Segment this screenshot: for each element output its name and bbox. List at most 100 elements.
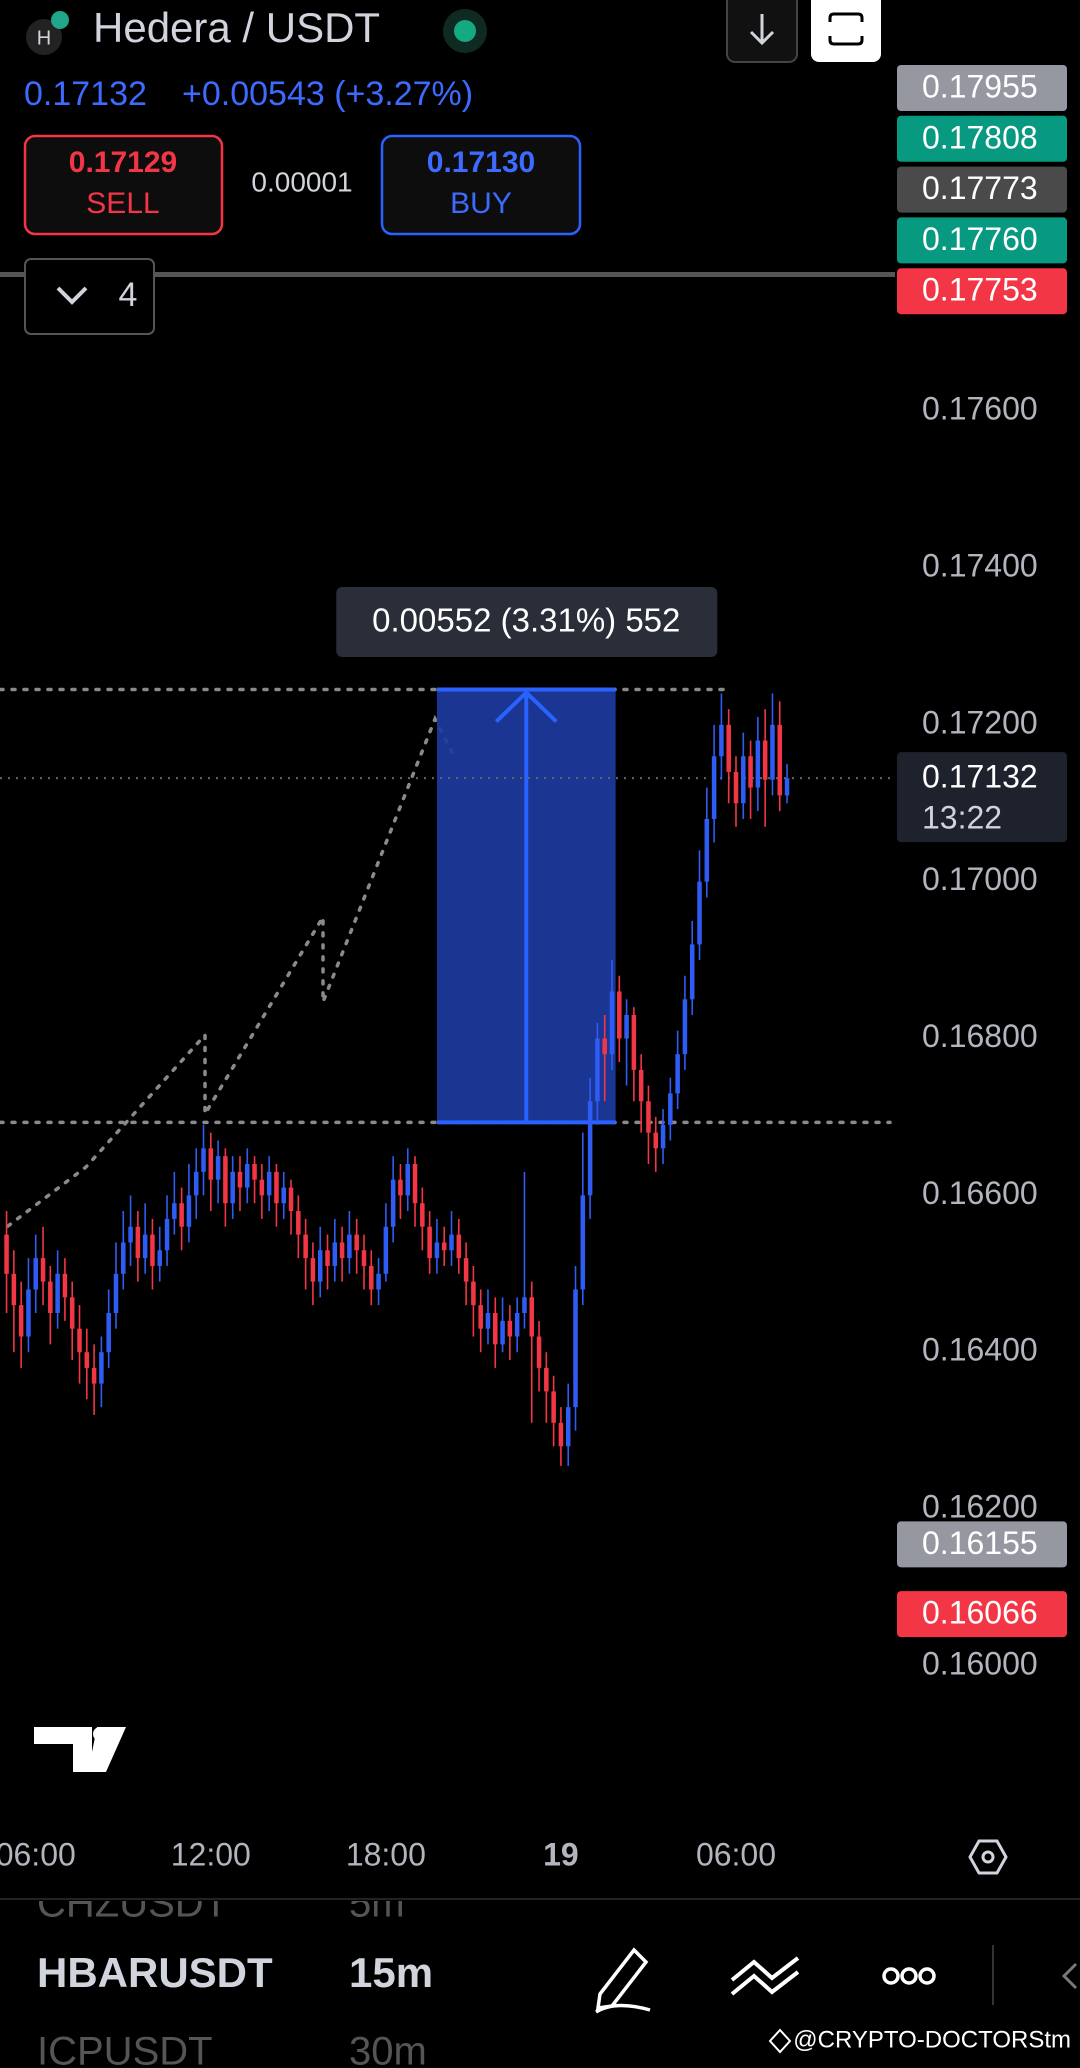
candle-body <box>420 1203 425 1227</box>
candle-body <box>668 1093 673 1125</box>
buy-button[interactable] <box>380 134 582 236</box>
candle-body <box>376 1273 381 1290</box>
symbol[interactable]: ICPUSDT <box>37 2030 213 2068</box>
buy-label: BUY <box>450 187 512 220</box>
candle-body <box>456 1234 462 1259</box>
candle-body <box>193 1171 199 1196</box>
candle-body <box>762 740 768 780</box>
price-label: 0.16066 <box>922 1595 1038 1631</box>
settings-button[interactable] <box>968 1839 1008 1875</box>
price-label: 0.17955 <box>922 68 1038 104</box>
candle-body <box>62 1273 68 1298</box>
last-price-label: 0.17132 <box>922 759 1038 795</box>
candle-body <box>434 1242 440 1259</box>
sell-price: 0.17129 <box>69 146 177 179</box>
collapse-icon[interactable] <box>1061 1962 1078 1990</box>
candle-body <box>390 1179 396 1227</box>
wave-drawing[interactable] <box>6 714 457 1228</box>
symbol[interactable]: HBARUSDT <box>37 1949 273 1996</box>
candle-body <box>128 1226 133 1243</box>
candle-body <box>733 771 739 804</box>
status-dot <box>454 20 476 42</box>
candle-body <box>245 1164 250 1188</box>
candle-body <box>507 1320 513 1337</box>
candle-body <box>587 1101 593 1196</box>
candle-body <box>565 1407 571 1447</box>
measure-label: 0.00552 (3.31%) 552 <box>372 602 680 639</box>
candle-body <box>580 1195 586 1290</box>
candle-body <box>347 1234 352 1259</box>
candle-body <box>412 1164 418 1204</box>
chevron-icon <box>56 286 88 305</box>
fullscreen-button[interactable] <box>811 0 881 62</box>
candle-body <box>726 724 731 772</box>
watermark-icon <box>768 2028 792 2054</box>
spread: 0.00001 <box>251 166 352 197</box>
price-change: +0.00543 (+3.27%) <box>182 75 473 113</box>
candle-body <box>741 756 746 804</box>
x-tick-label: 06:00 <box>696 1836 776 1872</box>
candle-body <box>121 1242 126 1274</box>
candle-body <box>84 1352 90 1368</box>
plot-area: 0.00552 (3.31%) 552 <box>0 587 895 1466</box>
price-label-box <box>897 65 1067 111</box>
candle-body <box>77 1328 82 1353</box>
candle-body <box>398 1179 403 1196</box>
more-icon[interactable] <box>882 1967 936 1985</box>
toolbar-divider <box>992 1945 994 2005</box>
sell-button[interactable] <box>23 134 224 236</box>
candle-body <box>142 1234 148 1259</box>
tv-logo-dot <box>93 1727 107 1741</box>
symbol-title[interactable]: Hedera / USDT <box>93 4 380 51</box>
candle-body <box>11 1273 17 1306</box>
candle-body <box>281 1187 287 1204</box>
candle-body <box>536 1336 542 1368</box>
candle-body <box>215 1156 221 1180</box>
candle-body <box>135 1226 141 1259</box>
indicators-toggle[interactable] <box>24 258 155 335</box>
candle-body <box>777 724 783 796</box>
candle-body <box>266 1171 272 1196</box>
candle-body <box>478 1305 483 1329</box>
candle-body <box>449 1234 454 1251</box>
candle-body <box>252 1164 257 1180</box>
price-label-box <box>897 115 1067 162</box>
settings-icon <box>968 1839 1008 1875</box>
candle-body <box>208 1148 214 1180</box>
y-tick-label: 0.17000 <box>922 861 1038 897</box>
watchlist: CHZUSDT 5m HBARUSDT 15m ICPUSDT 30m <box>37 1882 433 2068</box>
price-label: 0.17773 <box>922 170 1038 206</box>
candle-body <box>317 1250 323 1282</box>
candle-body <box>303 1234 308 1259</box>
candle-body <box>55 1273 60 1313</box>
candle-body <box>522 1297 527 1313</box>
symbol[interactable]: CHZUSDT <box>37 1882 228 1926</box>
candle-body <box>40 1258 46 1282</box>
price-label: 0.17760 <box>922 221 1038 257</box>
candle-body <box>660 1124 666 1149</box>
candle-body <box>106 1313 111 1353</box>
candle-body <box>514 1313 520 1337</box>
candle-body <box>310 1258 316 1282</box>
y-tick-label: 0.17200 <box>922 704 1038 740</box>
candle-body <box>595 1038 600 1102</box>
candle-body <box>544 1367 549 1392</box>
candle-body <box>609 991 615 1055</box>
layers-icon[interactable] <box>730 1956 800 1996</box>
draw-tool-icon[interactable] <box>595 1947 651 2014</box>
sell-label: SELL <box>86 187 159 220</box>
last-price: 0.17132 <box>24 75 147 113</box>
interval[interactable]: 5m <box>349 1882 405 1926</box>
last-price-box <box>897 752 1067 843</box>
settings-icon-core <box>981 1850 995 1864</box>
candle-body <box>172 1203 177 1219</box>
candle-body <box>755 740 761 788</box>
candle-body <box>573 1289 578 1408</box>
interval[interactable]: 30m <box>349 2030 427 2068</box>
interval[interactable]: 15m <box>349 1949 433 1996</box>
price-label-box <box>897 1521 1067 1568</box>
y-tick-label: 0.17400 <box>922 547 1038 583</box>
y-tick-label: 0.16200 <box>922 1489 1038 1525</box>
candle-body <box>383 1226 389 1274</box>
